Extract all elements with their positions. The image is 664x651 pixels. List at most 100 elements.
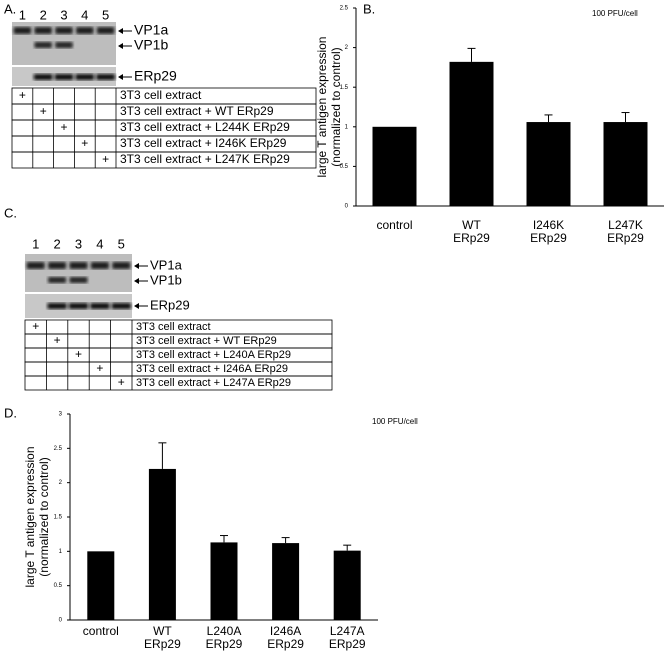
x-tick-label: L247K ERp29 (607, 218, 644, 245)
x-tick-label-line: ERp29 (267, 637, 304, 651)
gel-band (69, 277, 88, 283)
panel-label: A. (4, 1, 16, 16)
arrow-head (134, 303, 139, 309)
lane-number: 2 (53, 236, 60, 251)
bar (333, 550, 361, 620)
x-tick-label: L247A ERp29 (329, 624, 366, 651)
gel-band (34, 42, 52, 48)
y-tick-label: 0 (59, 618, 63, 624)
plus-sign: + (60, 120, 67, 134)
bar (148, 468, 176, 620)
gel-band (55, 42, 73, 48)
x-tick-label: WT ERp29 (144, 624, 181, 651)
y-axis-label-line: large T antigen expression (23, 447, 37, 588)
error-bar (467, 47, 476, 62)
plus-sign: + (75, 347, 82, 361)
x-tick-label: I246A ERp29 (267, 624, 304, 651)
plus-sign: + (102, 152, 109, 166)
y-axis-label-line: large T antigen expression (315, 37, 329, 178)
condition-label: 3T3 cell extract + L244K ERp29 (120, 120, 290, 134)
band-label: ERp29 (134, 68, 177, 84)
y-tick-label: 0.5 (340, 164, 349, 170)
gel-band (112, 262, 131, 269)
x-tick-label-line: L247A (330, 624, 365, 638)
lane-number: 1 (19, 7, 26, 22)
panel-label: C. (4, 205, 17, 220)
band-label: VP1a (150, 257, 183, 272)
error-bar (621, 112, 630, 123)
arrow-head (118, 28, 123, 34)
band-label: VP1a (134, 22, 168, 38)
y-tick-label: 2.5 (340, 6, 349, 12)
y-tick-label: 2 (59, 480, 63, 486)
gel-band (55, 27, 73, 34)
plus-sign: + (96, 361, 103, 375)
plus-sign: + (54, 333, 61, 347)
band-label: ERp29 (150, 297, 190, 312)
x-tick-label: control (83, 624, 119, 638)
lane-number: 1 (32, 236, 39, 251)
y-axis-label: large T antigen expression(normalized to… (315, 37, 343, 178)
error-bar (544, 114, 553, 123)
gel-band (111, 303, 131, 309)
gel-band (54, 74, 74, 80)
bar (372, 126, 417, 206)
gel-band (47, 303, 67, 309)
arrow-head (134, 263, 139, 269)
condition-label: 3T3 cell extract + WT ERp29 (120, 104, 274, 118)
y-tick-label: 1 (59, 549, 63, 555)
condition-label: 3T3 cell extract + I246A ERp29 (136, 363, 288, 375)
table-row (11, 151, 317, 169)
gel-band (76, 27, 94, 34)
y-tick-label: 0 (345, 204, 349, 210)
band-label: VP1b (134, 37, 168, 53)
condition-label: 3T3 cell extract + L247A ERp29 (136, 377, 291, 389)
bar (449, 61, 494, 206)
condition-label: 3T3 cell extract (120, 88, 202, 102)
error-bar (281, 537, 290, 544)
y-tick-label: 1.5 (54, 515, 63, 521)
x-tick-label-line: ERp29 (607, 231, 644, 245)
plus-sign: + (118, 375, 125, 389)
table-row (24, 375, 333, 391)
gel-band (34, 27, 52, 34)
x-tick-label-line: L247K (608, 218, 643, 232)
x-tick-label-line: L240A (207, 624, 242, 638)
x-tick-label-line: ERp29 (329, 637, 366, 651)
arrow-head (134, 278, 139, 284)
annotation: 100 PFU/cell (372, 417, 418, 426)
x-tick-label: control (376, 218, 412, 232)
gel-band (75, 74, 95, 80)
lane-number: 3 (60, 7, 67, 22)
lane-number: 2 (40, 7, 47, 22)
y-axis-label: large T antigen expression(normalized to… (23, 447, 51, 588)
arrow-head (118, 74, 123, 80)
plus-sign: + (19, 88, 26, 102)
x-tick-label: L240A ERp29 (206, 624, 243, 651)
bar (526, 122, 571, 206)
bar (87, 551, 115, 620)
bar (603, 122, 648, 206)
lane-number: 4 (96, 236, 103, 251)
condition-label: 3T3 cell extract + L247K ERp29 (120, 152, 290, 166)
arrow-head (118, 43, 123, 49)
y-tick-label: 3 (59, 412, 63, 418)
annotation: 100 PFU/cell (592, 9, 638, 18)
x-tick-label-line: WT (153, 624, 172, 638)
x-tick-label: WT ERp29 (453, 218, 490, 245)
plus-sign: + (32, 319, 39, 333)
gel-band (48, 277, 67, 283)
y-tick-label: 1 (345, 124, 349, 130)
x-tick-label: I246K ERp29 (530, 218, 567, 245)
lane-number: 5 (102, 7, 109, 22)
gel-band (69, 262, 88, 269)
gel-band (13, 27, 32, 34)
x-tick-label-line: ERp29 (206, 637, 243, 651)
gel (25, 254, 132, 292)
panel-label: B. (363, 1, 375, 16)
gel-band (96, 74, 115, 80)
x-tick-label-line: ERp29 (530, 231, 567, 245)
gel-band (26, 262, 45, 269)
y-tick-label: 2.5 (54, 446, 63, 452)
error-bar (343, 544, 352, 551)
